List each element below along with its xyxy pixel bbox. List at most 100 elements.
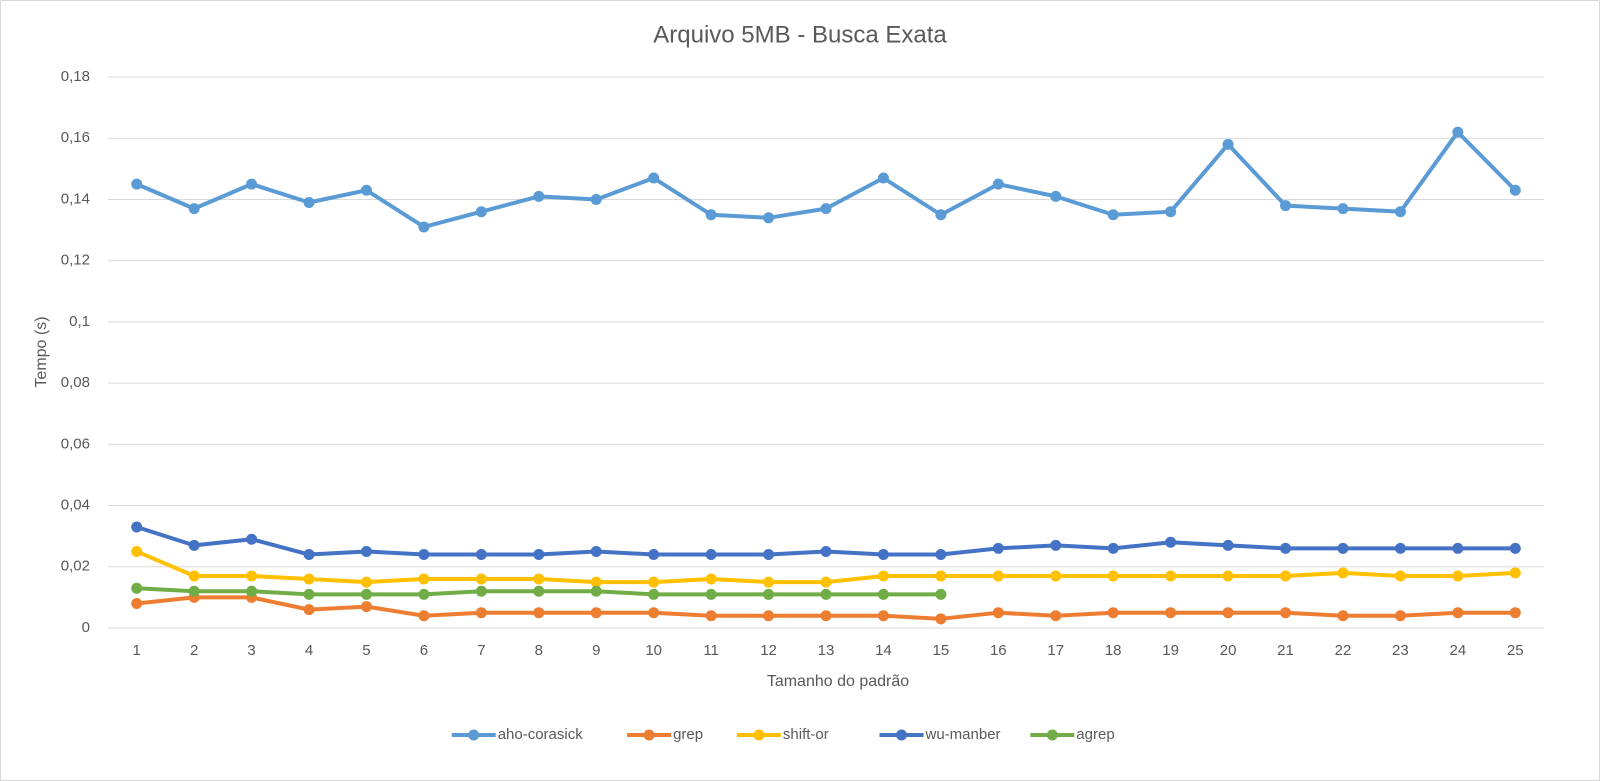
data-point [1165,206,1177,218]
legend-label: wu-manber [925,726,1001,743]
data-point [877,610,889,622]
legend-label: shift-or [783,726,829,743]
y-tick-label: 0,12 [61,252,90,269]
data-point [935,613,947,625]
legend-label: aho-corasick [498,726,584,743]
data-point [820,203,832,215]
y-tick-label: 0,1 [69,313,90,330]
data-point [418,573,430,585]
data-point [188,203,200,215]
data-point [533,585,545,597]
data-point [877,570,889,582]
data-point [1222,570,1234,582]
data-point [475,607,487,619]
data-point [705,588,717,600]
data-point [1337,203,1349,215]
data-point [1394,206,1406,218]
data-point [992,542,1004,554]
data-point [475,585,487,597]
data-point [1222,539,1234,551]
x-tick-label: 7 [477,642,485,659]
x-tick-label: 15 [933,642,950,659]
data-point [992,570,1004,582]
x-tick-label: 13 [818,642,835,659]
x-tick-label: 23 [1392,642,1409,659]
data-point [1452,542,1464,554]
x-tick-label: 6 [420,642,428,659]
data-point [648,576,660,588]
x-tick-label: 16 [990,642,1007,659]
data-point [1165,536,1177,548]
x-tick-label: 19 [1162,642,1179,659]
data-point [992,178,1004,190]
data-point [131,178,143,190]
legend-label: agrep [1076,726,1114,743]
data-point [1280,542,1292,554]
data-point [1050,610,1062,622]
legend-marker [896,729,907,741]
y-tick-label: 0,18 [61,68,90,85]
data-point [360,588,372,600]
y-tick-label: 0,16 [61,129,90,146]
data-point [1452,126,1464,138]
data-point [418,610,430,622]
data-point [246,178,258,190]
data-point [648,588,660,600]
x-tick-label: 12 [760,642,777,659]
data-point [360,576,372,588]
y-tick-label: 0,08 [61,374,90,391]
x-tick-label: 4 [305,642,313,659]
data-point [1509,542,1521,554]
y-axis-label: Tempo (s) [33,316,50,387]
data-point [590,607,602,619]
data-point [131,598,143,610]
data-point [763,212,775,224]
data-point [877,172,889,184]
data-point [935,588,947,600]
data-point [303,197,315,209]
legend-marker [1046,729,1058,741]
data-point [533,549,545,561]
data-point [705,573,717,585]
data-point [820,610,832,622]
data-point [820,545,832,557]
x-tick-label: 10 [645,642,662,659]
x-tick-label: 25 [1507,642,1524,659]
x-tick-label: 2 [190,642,198,659]
data-point [1509,184,1521,196]
data-point [877,588,889,600]
data-point [1394,610,1406,622]
x-axis-label: Tamanho do padrão [767,673,909,690]
data-point [820,576,832,588]
data-point [303,604,315,616]
data-point [590,545,602,557]
data-point [763,588,775,600]
data-point [1452,570,1464,582]
x-tick-label: 20 [1220,642,1237,659]
data-point [475,206,487,218]
data-point [475,573,487,585]
data-point [188,539,200,551]
data-point [188,570,200,582]
chart-title: Arquivo 5MB - Busca Exata [653,21,947,48]
data-point [303,573,315,585]
legend-marker [468,729,480,741]
y-tick-label: 0,04 [61,497,90,514]
data-point [1222,138,1234,150]
data-point [131,545,143,557]
data-point [533,607,545,619]
data-point [1165,607,1177,619]
data-point [705,209,717,221]
data-point [1337,567,1349,579]
data-point [992,607,1004,619]
data-point [1337,610,1349,622]
data-point [360,601,372,613]
y-tick-label: 0,14 [61,190,90,207]
data-point [590,576,602,588]
data-point [303,588,315,600]
data-point [1337,542,1349,554]
data-point [1222,607,1234,619]
data-point [648,549,660,561]
data-point [246,585,258,597]
